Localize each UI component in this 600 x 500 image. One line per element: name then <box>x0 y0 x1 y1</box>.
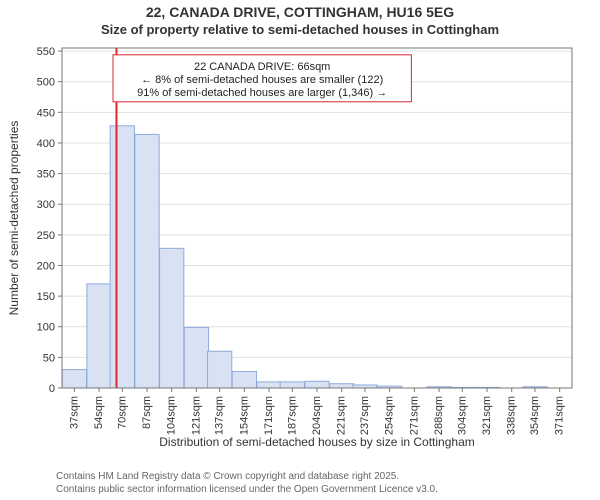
x-tick-label: 87sqm <box>141 396 153 429</box>
y-tick-label: 400 <box>37 138 55 150</box>
histogram-bar <box>160 248 184 388</box>
chart-container: 22, CANADA DRIVE, COTTINGHAM, HU16 5EG S… <box>0 0 600 500</box>
title-line-2: Size of property relative to semi-detach… <box>0 22 600 37</box>
y-tick-label: 550 <box>37 46 55 58</box>
histogram-bar <box>305 381 329 388</box>
y-tick-label: 0 <box>49 383 55 395</box>
x-tick-label: 221sqm <box>336 396 348 435</box>
x-tick-label: 137sqm <box>214 396 226 435</box>
histogram-bar <box>110 126 134 388</box>
histogram-bar <box>208 351 232 388</box>
x-axis-label: Distribution of semi-detached houses by … <box>159 435 475 449</box>
y-tick-label: 500 <box>37 77 55 89</box>
annotation-line: 91% of semi-detached houses are larger (… <box>137 87 387 99</box>
y-tick-label: 350 <box>37 169 55 181</box>
histogram-bar <box>257 382 281 388</box>
x-tick-label: 121sqm <box>190 396 202 435</box>
y-axis-label: Number of semi-detached properties <box>7 121 21 316</box>
y-tick-label: 450 <box>37 107 55 119</box>
x-tick-label: 371sqm <box>554 396 566 435</box>
annotation-line: 22 CANADA DRIVE: 66sqm <box>194 61 330 73</box>
annotation-line: ← 8% of semi-detached houses are smaller… <box>141 74 383 86</box>
x-tick-label: 171sqm <box>263 396 275 435</box>
footer-line-1: Contains HM Land Registry data © Crown c… <box>56 471 438 484</box>
footer: Contains HM Land Registry data © Crown c… <box>56 471 438 496</box>
x-tick-label: 187sqm <box>286 396 298 435</box>
y-tick-label: 150 <box>37 291 55 303</box>
x-tick-label: 254sqm <box>384 396 396 435</box>
histogram-bar <box>184 327 208 388</box>
histogram-bar <box>135 134 159 388</box>
x-tick-label: 154sqm <box>238 396 250 435</box>
y-tick-label: 250 <box>37 230 55 242</box>
x-tick-label: 37sqm <box>68 396 80 429</box>
title-line-1: 22, CANADA DRIVE, COTTINGHAM, HU16 5EG <box>0 4 600 20</box>
plot-wrap: 0 50 100 150 200 250 300 350 400 450 500 550 37sqm 54… <box>0 40 600 460</box>
x-tick-label: 237sqm <box>359 396 371 435</box>
x-tick-label: 70sqm <box>116 396 128 429</box>
x-tick-label: 354sqm <box>529 396 541 435</box>
histogram-svg: 0 50 100 150 200 250 300 350 400 450 500 550 37sqm 54… <box>0 40 600 460</box>
x-tick-label: 204sqm <box>311 396 323 435</box>
footer-line-2: Contains public sector information licen… <box>56 484 438 497</box>
x-tick-label: 271sqm <box>408 396 420 435</box>
y-tick-label: 200 <box>37 260 55 272</box>
x-tick-label: 321sqm <box>481 396 493 435</box>
histogram-bar <box>62 370 86 388</box>
y-tick-label: 50 <box>43 352 55 364</box>
x-tick-label: 104sqm <box>166 396 178 435</box>
x-tick-label: 304sqm <box>456 396 468 435</box>
histogram-bar <box>87 284 111 388</box>
histogram-bar <box>280 382 304 388</box>
histogram-bar <box>232 371 256 388</box>
x-tick-label: 288sqm <box>433 396 445 435</box>
histogram-bar <box>330 384 354 388</box>
x-tick-label: 54sqm <box>93 396 105 429</box>
y-tick-label: 300 <box>37 199 55 211</box>
y-tick-label: 100 <box>37 322 55 334</box>
x-tick-label: 338sqm <box>506 396 518 435</box>
title-block: 22, CANADA DRIVE, COTTINGHAM, HU16 5EG S… <box>0 4 600 37</box>
